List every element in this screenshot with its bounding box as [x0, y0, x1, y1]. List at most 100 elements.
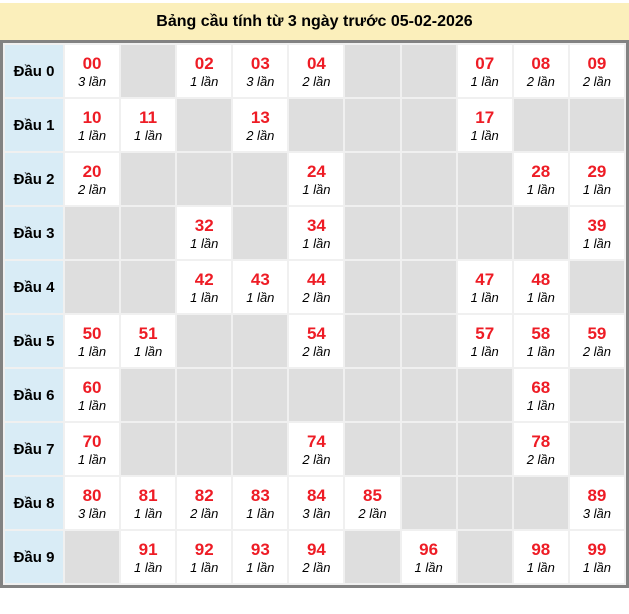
cell-times-label: 1 lần: [582, 235, 612, 251]
cell-times-label: 2 lần: [302, 343, 331, 359]
number-cell: 58 1 lần: [513, 315, 568, 367]
number-cell: 59 2 lần: [569, 315, 624, 367]
cell-number: 68: [531, 377, 551, 397]
number-cell: 92 1 lần: [177, 531, 232, 583]
cell-times-label: 1 lần: [190, 73, 219, 89]
number-cell: 57 1 lần: [457, 315, 512, 367]
row-header-label: Đầu 8: [5, 477, 63, 529]
empty-cell: [177, 315, 232, 367]
cell-times-label: 1 lần: [77, 451, 107, 467]
cell-number: 43: [250, 269, 270, 289]
cell-number: 11: [139, 107, 158, 127]
number-cell: 29 1 lần: [569, 153, 624, 205]
cell-number: 10: [82, 107, 102, 127]
cell-times-label: 1 lần: [470, 289, 499, 305]
empty-cell: [513, 477, 568, 529]
cell-times-label: 3 lần: [246, 73, 275, 89]
empty-cell: [233, 153, 288, 205]
number-cell: 10 1 lần: [65, 99, 120, 151]
cell-number: 29: [587, 161, 607, 181]
empty-cell: [345, 531, 400, 583]
cell-number: 17: [475, 107, 495, 127]
empty-cell: [121, 45, 176, 97]
cell-times-label: 3 lần: [77, 505, 107, 521]
empty-cell: [177, 423, 232, 475]
bridge-number-table: Đầu 0 00 3 lần 02 1 lần 03 3 lần 04 2 lần 07 1 lần…: [0, 40, 629, 588]
cell-number: 50: [82, 323, 102, 343]
empty-cell: [457, 531, 512, 583]
number-cell: 17 1 lần: [457, 99, 512, 151]
cell-times-label: 2 lần: [582, 73, 612, 89]
number-cell: 89 3 lần: [569, 477, 624, 529]
cell-number: 09: [587, 53, 607, 73]
empty-cell: [401, 207, 456, 259]
number-cell: 09 2 lần: [569, 45, 624, 97]
empty-cell: [401, 153, 456, 205]
cell-times-label: 1 lần: [470, 127, 499, 143]
table-title-bar: Bảng cầu tính từ 3 ngày trước 05-02-2026: [0, 3, 629, 40]
empty-cell: [569, 369, 624, 421]
number-cell: 70 1 lần: [65, 423, 120, 475]
number-cell: 60 1 lần: [65, 369, 120, 421]
cell-number: 93: [250, 539, 270, 559]
cell-times-label: 1 lần: [526, 397, 555, 413]
cell-number: 47: [475, 269, 495, 289]
cell-times-label: 2 lần: [358, 505, 387, 521]
cell-number: 44: [306, 269, 326, 289]
cell-times-label: 2 lần: [302, 289, 331, 305]
number-cell: 85 2 lần: [345, 477, 400, 529]
empty-cell: [401, 45, 456, 97]
empty-cell: [569, 423, 624, 475]
cell-times-label: 1 lần: [190, 559, 219, 575]
cell-times-label: 1 lần: [470, 343, 499, 359]
cell-times-label: 1 lần: [77, 397, 107, 413]
empty-cell: [345, 207, 400, 259]
empty-cell: [345, 99, 400, 151]
number-cell: 98 1 lần: [513, 531, 568, 583]
empty-cell: [401, 261, 456, 313]
table-row: Đầu 3 32 1 lần 34 1 lần 39 1 lần: [5, 207, 624, 259]
cell-times-label: 1 lần: [246, 289, 275, 305]
cell-times-label: 2 lần: [526, 451, 555, 467]
number-cell: 07 1 lần: [457, 45, 512, 97]
cell-times-label: 1 lần: [77, 343, 107, 359]
cell-number: 70: [82, 431, 102, 451]
row-header-label: Đầu 6: [5, 369, 63, 421]
cell-number: 96: [419, 539, 439, 559]
cell-number: 78: [531, 431, 551, 451]
number-cell: 13 2 lần: [233, 99, 288, 151]
cell-times-label: 3 lần: [582, 505, 612, 521]
row-header-label: Đầu 7: [5, 423, 63, 475]
number-cell: 02 1 lần: [177, 45, 232, 97]
cell-number: 39: [587, 215, 607, 235]
table-row: Đầu 4 42 1 lần 43 1 lần 44 2 lần 47 1 lần 48 1 lần: [5, 261, 624, 313]
cell-number: 08: [531, 53, 551, 73]
table-row: Đầu 7 70 1 lần 74 2 lần 78 2 lần: [5, 423, 624, 475]
cell-times-label: 1 lần: [526, 343, 555, 359]
cell-times-label: 2 lần: [582, 343, 612, 359]
number-cell: 80 3 lần: [65, 477, 120, 529]
cell-times-label: 2 lần: [190, 505, 219, 521]
cell-number: 84: [306, 485, 326, 505]
number-cell: 96 1 lần: [401, 531, 456, 583]
cell-times-label: 1 lần: [302, 181, 331, 197]
number-cell: 68 1 lần: [513, 369, 568, 421]
cell-times-label: 2 lần: [302, 73, 331, 89]
number-cell: 47 1 lần: [457, 261, 512, 313]
empty-cell: [345, 315, 400, 367]
cell-number: 00: [82, 53, 102, 73]
row-header-label: Đầu 1: [5, 99, 63, 151]
number-cell: 04 2 lần: [289, 45, 344, 97]
cell-number: 02: [194, 53, 214, 73]
row-header-label: Đầu 3: [5, 207, 63, 259]
empty-cell: [457, 477, 512, 529]
empty-cell: [345, 261, 400, 313]
empty-cell: [457, 207, 512, 259]
cell-times-label: 1 lần: [134, 505, 163, 521]
number-cell: 82 2 lần: [177, 477, 232, 529]
cell-number: 24: [306, 161, 326, 181]
cell-number: 32: [194, 215, 214, 235]
number-cell: 32 1 lần: [177, 207, 232, 259]
empty-cell: [177, 153, 232, 205]
number-cell: 74 2 lần: [289, 423, 344, 475]
